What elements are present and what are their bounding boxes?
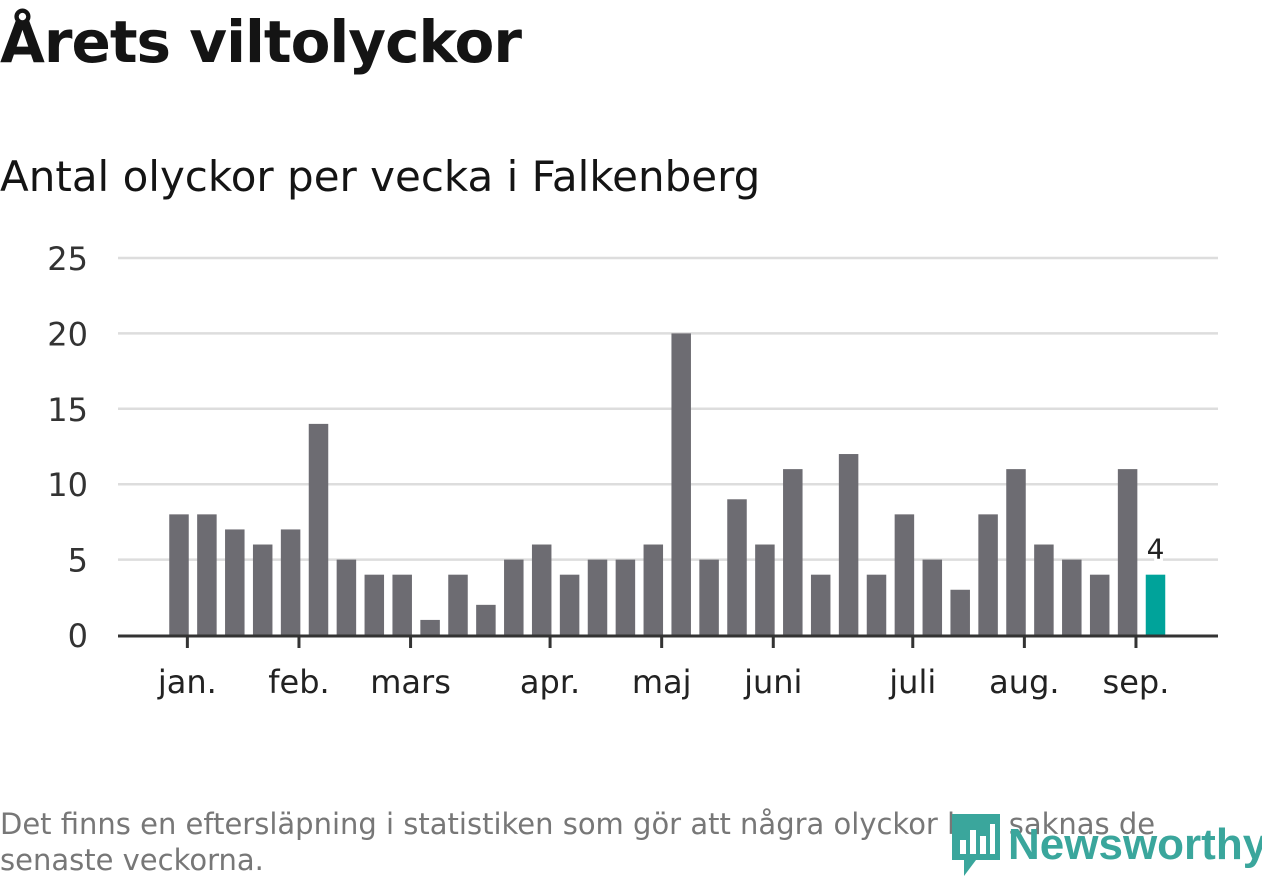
bar	[225, 529, 245, 635]
bar	[643, 544, 664, 635]
bar	[392, 574, 412, 635]
bar	[169, 514, 189, 635]
bars	[169, 333, 1166, 635]
chart-title: Årets viltolyckor	[0, 8, 522, 76]
bar	[587, 559, 608, 635]
x-tick-label: feb.	[268, 663, 329, 701]
bar	[308, 423, 329, 635]
bar	[866, 574, 887, 635]
bar	[810, 574, 831, 635]
bar	[252, 544, 273, 635]
y-tick-label: 15	[47, 391, 88, 429]
y-tick-label: 20	[47, 315, 88, 353]
x-tick-label: maj	[632, 663, 692, 701]
bar	[838, 454, 859, 635]
bar-chart: 0 5 10 15 20 25 4 jan. feb. mars apr. maj juni juli au…	[47, 240, 1218, 701]
newsworthy-logo-text: Newsworthy	[1008, 820, 1262, 869]
y-tick-label: 5	[68, 542, 88, 580]
bar	[336, 559, 357, 635]
y-tick-label: 0	[68, 617, 88, 655]
bar	[783, 469, 803, 635]
bar	[420, 619, 440, 635]
x-tick-label: aug.	[989, 663, 1059, 701]
bar	[504, 559, 524, 635]
newsworthy-logo-icon	[952, 814, 1000, 876]
bar	[978, 514, 998, 635]
bar	[699, 559, 719, 635]
bar	[280, 529, 301, 635]
bar	[1034, 544, 1054, 635]
bar	[1062, 559, 1082, 635]
bar	[922, 559, 943, 635]
chart-subtitle: Antal olyckor per vecka i Falkenberg	[0, 152, 761, 201]
bar	[950, 589, 970, 635]
bar	[727, 499, 747, 635]
labels: 0 5 10 15 20 25 4 jan. feb. mars apr. maj juni juli au…	[47, 240, 1169, 701]
bar	[1117, 469, 1138, 635]
bar	[755, 544, 775, 635]
x-tick-label: juli	[888, 663, 936, 701]
x-tick-label: mars	[370, 663, 451, 701]
y-tick-label: 10	[47, 466, 88, 504]
y-tick-label: 25	[47, 240, 88, 278]
bar	[615, 559, 636, 635]
bar	[448, 574, 468, 635]
bar	[476, 604, 496, 635]
x-axis	[118, 634, 1218, 648]
bar	[531, 544, 552, 635]
bar	[559, 574, 580, 635]
x-tick-label: sep.	[1103, 663, 1170, 701]
bar-highlight	[1145, 574, 1166, 635]
bar	[364, 574, 385, 635]
x-tick-label: jan.	[157, 663, 217, 701]
x-tick-label: apr.	[520, 663, 580, 701]
x-tick-label: juni	[743, 663, 802, 701]
data-label: 4	[1147, 533, 1165, 566]
bar	[671, 333, 691, 635]
bar	[1006, 469, 1026, 635]
bar	[197, 514, 217, 635]
bar	[1089, 574, 1110, 635]
bar	[894, 514, 915, 635]
gridlines	[118, 256, 1218, 561]
newsworthy-logo: Newsworthy	[950, 812, 1262, 878]
